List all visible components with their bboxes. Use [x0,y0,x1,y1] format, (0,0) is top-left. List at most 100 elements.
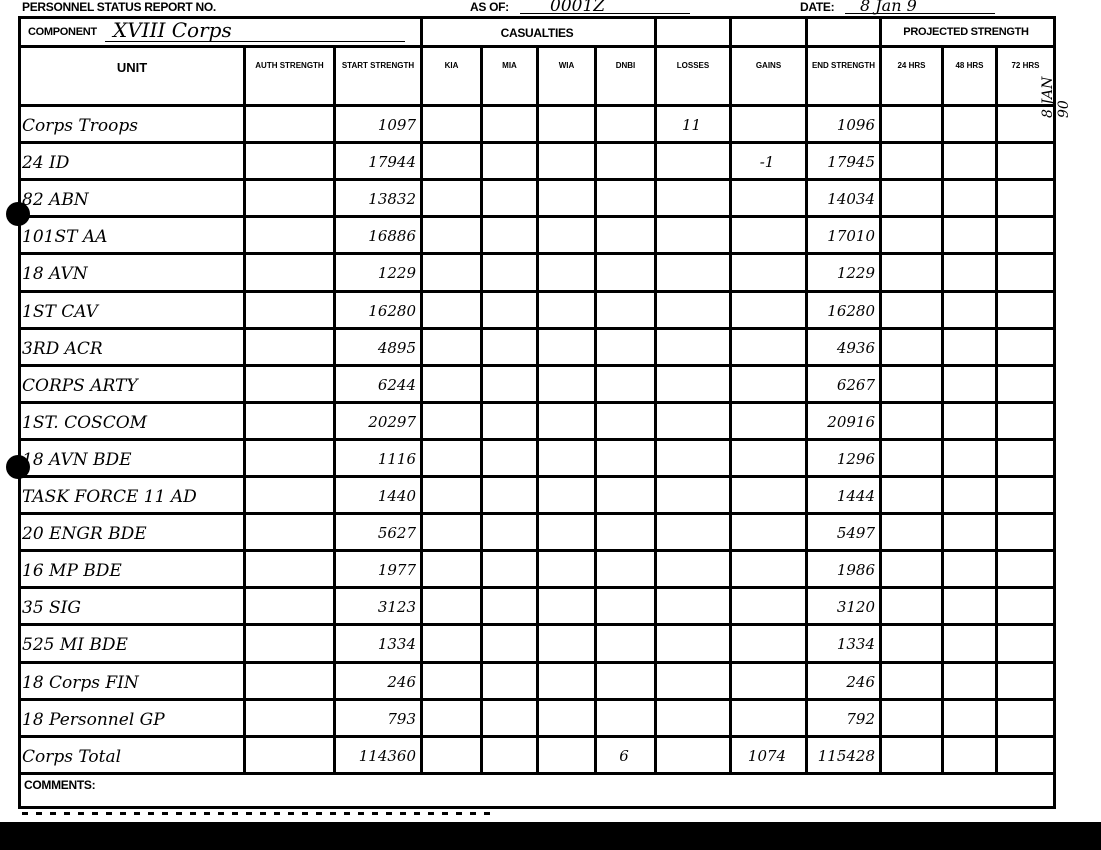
cell-end: 1296 [836,449,875,468]
scan-border-bar [0,822,1101,850]
as-of-value: 0001Z [520,0,690,16]
cell-end: 792 [846,709,875,728]
cell-end: 6267 [836,375,875,394]
grid-line [594,45,597,775]
unit-name: 3RD ACR [22,338,103,359]
unit-name: 82 ABN [22,190,89,211]
unit-name: CORPS ARTY [22,375,138,396]
grid-line [18,771,21,809]
unit-name: Corps Troops [22,116,138,136]
grid-line [480,45,483,775]
grid-line [18,806,1056,809]
unit-name: 101ST AA [22,227,108,248]
unit-name: 18 Corps FIN [22,672,139,693]
grid-line [243,45,246,775]
column-header-24-hrs: 24 HRS [897,61,926,70]
cell-end: 1096 [836,116,875,134]
cell-end: 5497 [836,524,875,543]
component-label: COMPONENT [28,26,97,38]
grid-line [333,45,336,775]
column-header-kia: KIA [444,61,459,70]
cell-start: 1440 [377,487,416,505]
date-label: DATE: [800,0,835,14]
cell-end: 4936 [836,338,875,357]
punch-hole [6,202,30,226]
cell-start: 1229 [377,264,416,283]
column-header-dnbi: DNBI [615,61,636,70]
column-header-unit: UNIT [116,60,148,75]
cell-gains: 1074 [747,746,787,765]
column-header-auth-strength: AUTH STRENGTH [255,61,324,70]
as-of-label: AS OF: [470,0,509,14]
cell-start: 16280 [368,301,416,320]
cell-end: 3120 [836,598,875,617]
cell-start: 246 [387,672,416,691]
footer-print [22,812,492,815]
cell-end: 1229 [836,264,875,283]
cell-dnbi: 6 [619,746,629,765]
grid-line [805,16,808,775]
cell-start: 1097 [377,116,416,134]
unit-name: 35 SIG [22,598,81,619]
grid-line [420,16,423,775]
unit-name: 18 AVN [22,264,88,285]
projected-strength-header: PROJECTED STRENGTH [903,26,1029,38]
grid-line [1053,771,1056,809]
unit-name: TASK FORCE 11 AD [22,487,197,507]
date-value: 8 Jan 9 [845,0,995,15]
report-number-field [260,2,350,17]
punch-hole [6,455,30,479]
grid-line [536,45,539,775]
cell-start: 3123 [377,598,416,617]
cell-end: 246 [846,672,875,691]
unit-name: 16 MP BDE [22,561,122,582]
report-number-label: PERSONNEL STATUS REPORT NO. [22,0,216,14]
unit-name: 18 Personnel GP [22,709,165,730]
casualties-header: CASUALTIES [500,26,574,40]
cell-end: 17010 [827,227,875,246]
unit-name: Corps Total [22,746,122,767]
grid-line [18,16,1056,19]
cell-start: 5627 [377,524,416,543]
grid-line [1053,16,1056,775]
grid-line [995,45,998,775]
component-value: XVIII Corps [105,18,405,42]
column-header-losses: LOSSES [676,61,710,70]
cell-end: 14034 [827,190,875,209]
cell-start: 1334 [377,635,416,654]
column-header-72-hrs: 72 HRS [1011,61,1040,70]
cell-start: 17944 [368,153,416,172]
comments-label: COMMENTS: [24,778,96,792]
cell-end: 115428 [817,746,875,765]
margin-note: 8 JAN 90 [1040,76,1072,118]
unit-name: 18 AVN BDE [22,449,132,470]
column-header-end-strength: END STRENGTH [811,61,876,70]
unit-name: 20 ENGR BDE [22,524,147,545]
cell-losses: 11 [681,116,702,134]
column-header-wia: WIA [558,61,575,70]
column-header-48-hrs: 48 HRS [955,61,984,70]
column-header-start-strength: START STRENGTH [341,61,415,70]
cell-start: 4895 [377,338,416,357]
grid-line [729,16,732,775]
column-header-mia: MIA [502,61,517,70]
grid-line [941,45,944,775]
cell-start: 114360 [358,746,416,765]
unit-name: 525 MI BDE [22,635,128,656]
cell-end: 20916 [827,412,875,431]
grid-line [18,16,21,775]
cell-end: 1444 [836,487,875,505]
column-header-gains: GAINS [755,61,782,70]
cell-gains: -1 [759,153,775,172]
grid-line [879,16,882,775]
cell-start: 20297 [368,412,416,431]
cell-start: 793 [387,709,416,728]
cell-end: 1334 [836,635,875,654]
unit-name: 1ST CAV [22,301,98,322]
cell-end: 17945 [827,153,875,172]
cell-start: 16886 [368,227,416,246]
unit-name: 24 ID [22,153,70,174]
cell-end: 1986 [836,561,875,580]
cell-start: 1977 [377,561,416,580]
cell-start: 6244 [377,375,416,394]
